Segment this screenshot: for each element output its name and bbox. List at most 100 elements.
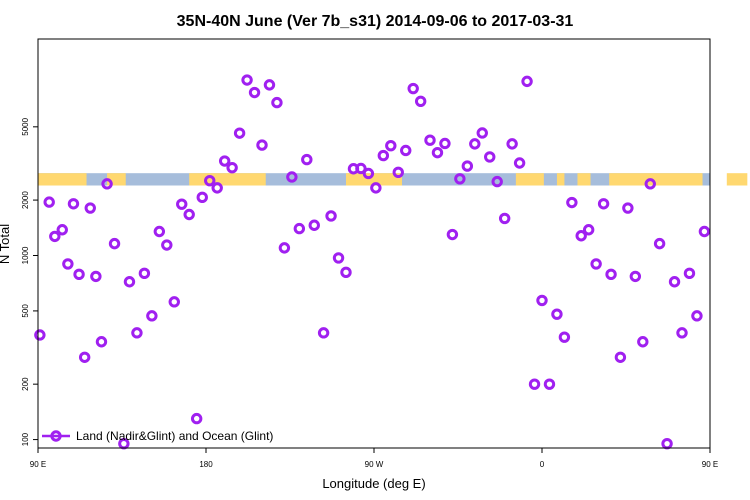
data-point bbox=[233, 127, 246, 139]
data-point bbox=[461, 160, 474, 172]
data-point bbox=[176, 198, 188, 210]
data-point bbox=[123, 276, 136, 288]
data-point bbox=[629, 270, 642, 283]
data-point bbox=[551, 308, 563, 320]
data-point bbox=[78, 351, 91, 363]
data-point bbox=[431, 146, 444, 159]
data-point bbox=[392, 166, 404, 179]
data-point bbox=[256, 139, 268, 151]
data-point bbox=[605, 268, 617, 281]
x-tick-label: 90 E bbox=[702, 460, 718, 469]
data-point bbox=[161, 239, 173, 251]
data-point bbox=[491, 175, 503, 188]
x-tick-label: 90 W bbox=[365, 460, 384, 469]
data-point bbox=[513, 157, 526, 169]
data-point bbox=[575, 230, 587, 242]
data-point bbox=[521, 75, 533, 88]
data-point bbox=[241, 74, 253, 86]
data-point bbox=[683, 267, 696, 280]
data-point bbox=[146, 310, 158, 322]
y-tick-label: 100 bbox=[21, 432, 30, 446]
data-points bbox=[34, 74, 711, 450]
y-tick-label: 5000 bbox=[21, 117, 30, 135]
data-point bbox=[293, 222, 306, 235]
data-point bbox=[308, 219, 320, 231]
data-point bbox=[370, 182, 382, 194]
data-point bbox=[668, 276, 681, 288]
data-point bbox=[56, 224, 68, 236]
data-point bbox=[414, 95, 427, 108]
data-point bbox=[454, 173, 466, 185]
land-segment bbox=[515, 173, 544, 186]
data-point bbox=[168, 296, 180, 308]
legend-marker bbox=[50, 430, 62, 442]
land-segment bbox=[609, 173, 703, 186]
data-point bbox=[362, 167, 375, 180]
data-point bbox=[286, 171, 298, 183]
data-point bbox=[108, 237, 121, 250]
plot-frame bbox=[37, 38, 711, 449]
x-tick-label: 0 bbox=[540, 460, 545, 469]
land-segment bbox=[38, 173, 87, 186]
data-point bbox=[691, 310, 703, 322]
data-point bbox=[34, 329, 46, 341]
axes: 90 E 180 90 W 0 90 E 100 200 500 1000 2000 5000 bbox=[21, 117, 718, 469]
data-point bbox=[385, 139, 397, 152]
data-point bbox=[49, 230, 61, 243]
data-point bbox=[90, 270, 102, 283]
legend: Land (Nadir&Glint) and Ocean (Glint) bbox=[42, 429, 273, 443]
data-point bbox=[582, 224, 595, 236]
land-segment bbox=[556, 173, 565, 186]
data-point bbox=[661, 437, 673, 450]
y-tick-label: 500 bbox=[21, 304, 30, 318]
data-point bbox=[67, 198, 80, 210]
data-point bbox=[153, 225, 166, 238]
data-point bbox=[183, 208, 195, 221]
data-point bbox=[84, 202, 96, 214]
data-point bbox=[131, 327, 143, 339]
land-segment bbox=[346, 173, 402, 186]
data-point bbox=[476, 127, 488, 139]
data-point bbox=[597, 198, 610, 210]
data-point bbox=[332, 252, 345, 264]
data-point bbox=[407, 82, 419, 95]
data-point bbox=[317, 327, 330, 339]
data-point bbox=[204, 174, 216, 187]
y-axis-label: N Total bbox=[0, 224, 12, 264]
data-point bbox=[190, 412, 203, 425]
data-point bbox=[653, 237, 666, 250]
data-point bbox=[506, 138, 518, 150]
data-point bbox=[698, 225, 711, 238]
data-point bbox=[446, 228, 459, 241]
data-point bbox=[248, 86, 261, 99]
data-point bbox=[355, 162, 367, 175]
data-point bbox=[377, 149, 390, 162]
data-point bbox=[95, 336, 108, 348]
data-point bbox=[543, 378, 556, 390]
land-segment bbox=[726, 173, 748, 186]
y-tick-label: 1000 bbox=[21, 246, 30, 264]
data-point bbox=[528, 378, 541, 390]
data-point bbox=[101, 178, 113, 190]
legend-label: Land (Nadir&Glint) and Ocean (Glint) bbox=[76, 429, 273, 443]
data-point bbox=[536, 294, 548, 307]
data-point bbox=[263, 79, 276, 91]
data-point bbox=[498, 212, 511, 225]
data-point bbox=[62, 258, 74, 270]
land-segment bbox=[189, 173, 266, 186]
x-axis-label: Longitude (deg E) bbox=[322, 476, 425, 491]
data-point bbox=[590, 258, 602, 270]
data-point bbox=[622, 202, 634, 214]
data-point bbox=[73, 268, 85, 281]
data-point bbox=[138, 267, 151, 280]
surface-band bbox=[38, 173, 748, 186]
x-tick-label: 180 bbox=[199, 460, 213, 469]
data-point bbox=[469, 138, 481, 150]
data-point bbox=[278, 242, 291, 254]
data-point bbox=[211, 182, 223, 194]
data-point bbox=[400, 144, 412, 157]
data-point bbox=[271, 96, 283, 109]
data-point bbox=[566, 196, 578, 209]
data-point bbox=[644, 178, 656, 190]
